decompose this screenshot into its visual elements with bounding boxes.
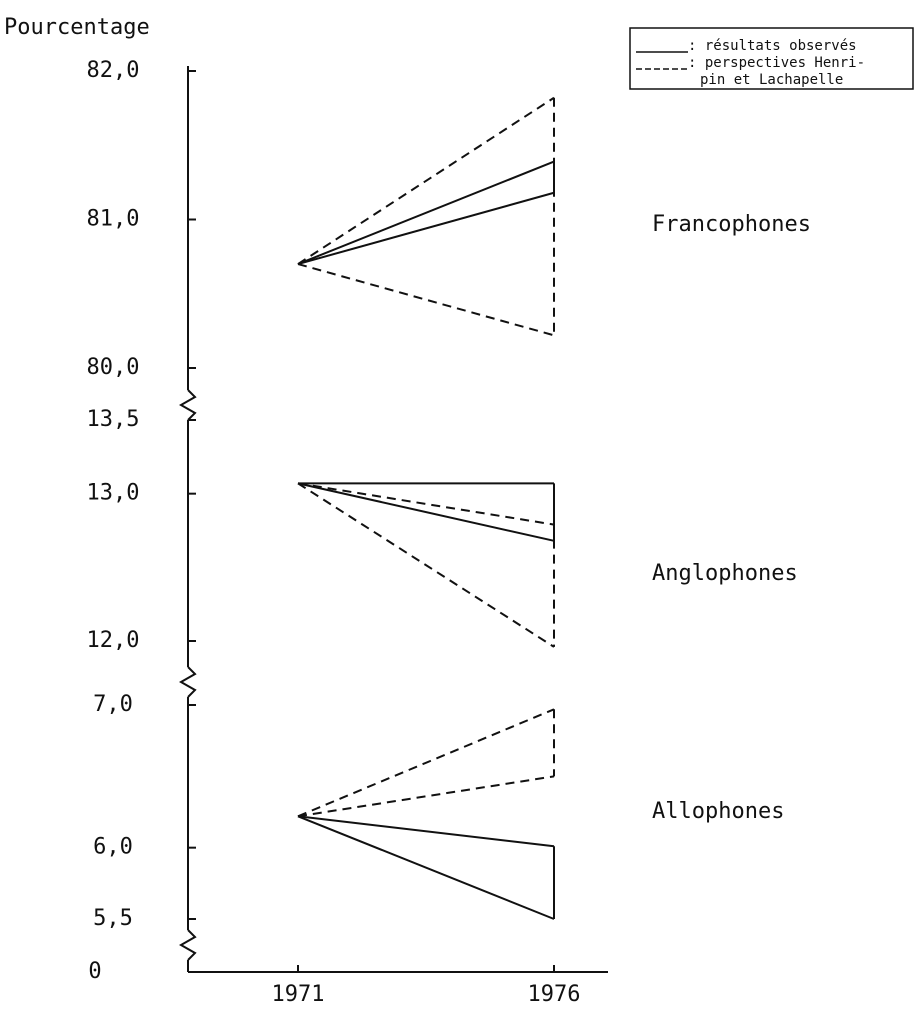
y-tick-label: 6,0 bbox=[93, 835, 133, 860]
series-line bbox=[297, 482, 555, 526]
legend-box bbox=[629, 27, 914, 90]
y-tick-label: 5,5 bbox=[93, 906, 133, 931]
group-label: Anglophones bbox=[652, 561, 798, 586]
series-line bbox=[297, 482, 555, 542]
series-line bbox=[297, 708, 555, 818]
series-line bbox=[297, 191, 555, 266]
x-tick-label: 1971 bbox=[272, 982, 325, 1007]
y-tick-label: 81,0 bbox=[87, 207, 140, 232]
y-tick-label: 82,0 bbox=[87, 58, 140, 83]
legend-label: : résultats observés bbox=[688, 38, 857, 54]
series-line bbox=[297, 160, 555, 265]
group-label: Allophones bbox=[652, 799, 784, 824]
y-tick-label: 12,0 bbox=[87, 628, 140, 653]
axis-breaks bbox=[178, 389, 197, 961]
series-line bbox=[297, 815, 555, 920]
legend-label: pin et Lachapelle bbox=[700, 72, 843, 88]
series-line bbox=[297, 775, 555, 818]
y-tick-label: 13,0 bbox=[87, 481, 140, 506]
series-line bbox=[297, 263, 555, 337]
y-tick-label: 0 bbox=[88, 959, 101, 984]
y-tick-label: 13,5 bbox=[87, 407, 140, 432]
series-line bbox=[297, 815, 555, 848]
x-tick-label: 1976 bbox=[528, 982, 581, 1007]
legend-label: : perspectives Henri- bbox=[688, 55, 865, 71]
series-line bbox=[297, 96, 555, 265]
series-line bbox=[297, 482, 555, 648]
y-tick-label: 80,0 bbox=[87, 355, 140, 380]
y-tick-label: 7,0 bbox=[93, 692, 133, 717]
group-label: Francophones bbox=[652, 212, 811, 237]
y-axis-label: Pourcentage bbox=[4, 15, 150, 40]
